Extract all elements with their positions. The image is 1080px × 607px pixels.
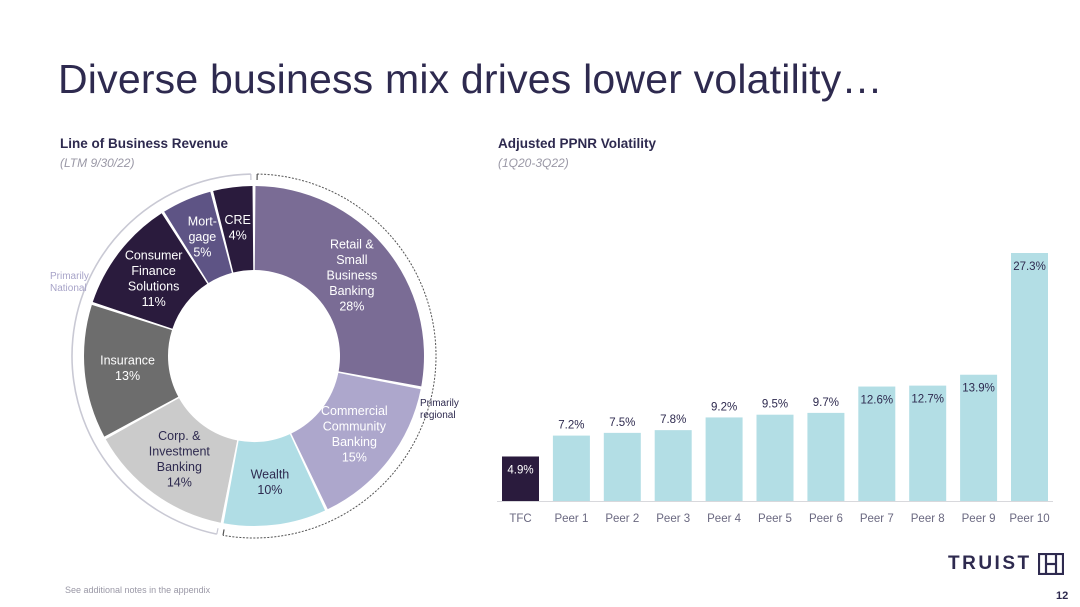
donut-slice-label: Solutions (128, 279, 179, 293)
guide-arc-tick (222, 529, 225, 536)
donut-slice-label: Corp. & (158, 429, 201, 443)
truist-mark-icon (1037, 553, 1064, 575)
logo-text: TRUIST (948, 553, 1032, 574)
bar-category-label: Peer 6 (809, 513, 843, 525)
donut-slice-label: 14% (167, 475, 192, 489)
bar-category-label: Peer 10 (1009, 513, 1049, 525)
bar-category-label: Peer 2 (605, 513, 639, 525)
bar-chart-subtitle: (1Q20-3Q22) (498, 156, 569, 170)
guide-arc-tick (216, 528, 219, 535)
donut-slice-label: Consumer (125, 248, 183, 262)
bar-category-label: Peer 9 (962, 513, 996, 525)
bar (502, 456, 539, 501)
donut-slice-label: 13% (115, 369, 140, 383)
donut-slice (291, 372, 421, 510)
bar (603, 432, 641, 501)
bar-value-label: 27.3% (1013, 261, 1046, 273)
national-guide-arc (71, 173, 251, 535)
donut-slice (92, 213, 208, 329)
donut-slice-label: Mort- (188, 215, 217, 229)
primarily-national-label: Primarily (50, 271, 89, 282)
donut-slice (84, 304, 179, 437)
bar (960, 374, 998, 501)
bar-value-label: 9.7% (813, 397, 839, 409)
donut-slice-label: Community (323, 420, 387, 434)
bar-value-label: 7.8% (660, 414, 686, 426)
primarily-regional-label: Primarily (420, 398, 459, 409)
donut-slice (105, 398, 238, 523)
bar-value-label: 9.5% (762, 399, 788, 411)
donut-slice-label: Investment (149, 444, 211, 458)
donut-slice-label: 5% (193, 246, 211, 260)
bar-category-label: TFC (509, 513, 531, 525)
slide-title: Diverse business mix drives lower volati… (58, 56, 883, 102)
bar-value-label: 12.6% (860, 395, 893, 407)
bar-value-label: 7.2% (558, 420, 584, 432)
donut-slice (223, 434, 326, 526)
donut-slice-label: gage (188, 230, 216, 244)
donut-slice-label: 4% (229, 228, 247, 242)
bar (1011, 253, 1048, 501)
bar (756, 414, 794, 501)
donut-slice-label: 10% (257, 483, 282, 497)
donut-slice-label: Banking (157, 460, 202, 474)
line-of-business-donut-chart: Retail &SmallBusinessBanking28%Commercia… (50, 173, 459, 539)
donut-slice-label: Insurance (100, 354, 155, 368)
donut-slice-label: 11% (142, 295, 166, 309)
donut-slice-label: 28% (339, 300, 364, 314)
bar (858, 386, 896, 501)
donut-slice (254, 186, 424, 387)
donut-chart-title: Line of Business Revenue (60, 136, 229, 151)
bar-chart-title: Adjusted PPNR Volatility (498, 136, 657, 151)
bar (807, 412, 845, 501)
bar-category-label: Peer 7 (860, 513, 894, 525)
bar-category-label: Peer 8 (911, 513, 945, 525)
bar-value-label: 13.9% (962, 383, 995, 395)
donut-slice-label: Business (326, 269, 377, 283)
bar-category-label: Peer 1 (554, 513, 588, 525)
donut-slice-label: 15% (342, 451, 367, 465)
donut-slice-label: Retail & (330, 238, 374, 252)
bar (705, 417, 743, 501)
donut-slice-label: Wealth (251, 468, 290, 482)
truist-logo: TRUIST (948, 553, 1064, 575)
page-number: 12 (1056, 590, 1069, 602)
bar-value-label: 12.7% (911, 394, 944, 406)
donut-chart-subtitle: (LTM 9/30/22) (60, 156, 135, 170)
footnote: See additional notes in the appendix (65, 585, 211, 595)
bar (654, 430, 692, 501)
bar (909, 385, 947, 501)
donut-slice-label: Banking (329, 284, 374, 298)
donut-slice-label: CRE (225, 213, 251, 227)
donut-slice-label: Finance (131, 264, 176, 278)
donut-slice (213, 186, 254, 273)
primarily-regional-label: regional (420, 410, 456, 421)
bar-category-label: Peer 5 (758, 513, 792, 525)
bar-value-label: 4.9% (507, 464, 533, 476)
regional-guide-arc (222, 173, 437, 539)
donut-slice (164, 191, 232, 283)
bar-value-label: 7.5% (609, 417, 635, 429)
bar-category-label: Peer 3 (656, 513, 690, 525)
donut-slice-label: Small (336, 253, 367, 267)
donut-slice-label: Banking (332, 435, 377, 449)
primarily-national-label: National (50, 283, 87, 294)
donut-slice-label: Commercial (321, 404, 388, 418)
bar-category-label: Peer 4 (707, 513, 741, 525)
bar (552, 435, 590, 501)
bar-value-label: 9.2% (711, 401, 737, 413)
